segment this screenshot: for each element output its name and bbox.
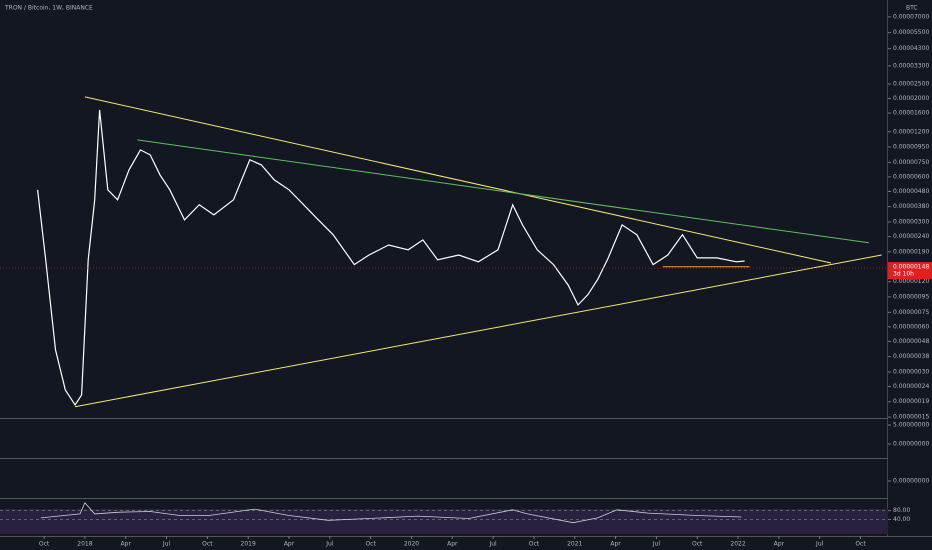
y-tick-label: 0.00000000 bbox=[893, 441, 929, 448]
y-tick-label: 0.00002000 bbox=[893, 95, 929, 102]
price-line bbox=[37, 109, 745, 406]
x-tick-label: 2018 bbox=[77, 541, 92, 548]
x-tick-label: 2022 bbox=[730, 541, 745, 548]
x-tick-label: Apr bbox=[121, 541, 132, 548]
trendline bbox=[137, 139, 869, 244]
y-tick-label: 0.00001200 bbox=[893, 128, 929, 135]
x-tick-label: Apr bbox=[447, 541, 458, 548]
rsi-line bbox=[40, 502, 742, 524]
x-tick-label: Oct bbox=[855, 541, 866, 548]
x-tick-label: Jul bbox=[815, 541, 824, 548]
x-tick-label: Jul bbox=[488, 541, 497, 548]
x-tick-label: Oct bbox=[39, 541, 50, 548]
price-badge bbox=[888, 262, 932, 280]
y-tick-label: 0.00000019 bbox=[893, 398, 929, 405]
x-tick-label: Jul bbox=[162, 541, 171, 548]
y-tick-label: 0.00000380 bbox=[893, 203, 929, 210]
x-tick-label: Oct bbox=[529, 541, 540, 548]
y-tick-label: 0.00007000 bbox=[893, 13, 929, 20]
y-tick-label: 0.00000048 bbox=[893, 338, 929, 345]
countdown-label: 3d 10h bbox=[893, 271, 914, 278]
y-tick-label: 0.00005500 bbox=[893, 29, 929, 36]
y-tick-label: 0.00000190 bbox=[893, 248, 929, 255]
y-tick-label: 0.00000060 bbox=[893, 323, 929, 330]
y-tick-label: 0.00000024 bbox=[893, 383, 929, 390]
y-tick-label: 0.00000095 bbox=[893, 293, 929, 300]
x-tick-label: Apr bbox=[284, 541, 295, 548]
y-tick-label: 0.00000300 bbox=[893, 219, 929, 226]
x-tick-label: Oct bbox=[692, 541, 703, 548]
y-tick-label: 0.00000015 bbox=[893, 414, 929, 421]
y-tick-label: 0.00000000 bbox=[893, 478, 929, 485]
y-tick-label: 5.00000000 bbox=[893, 421, 929, 428]
x-tick-label: Apr bbox=[774, 541, 785, 548]
y-tick-label: 40.00 bbox=[893, 516, 910, 523]
y-tick-label: 0.00000075 bbox=[893, 309, 929, 316]
x-tick-label: 2020 bbox=[404, 541, 419, 548]
y-tick-label: 0.00004300 bbox=[893, 45, 929, 52]
y-tick-label: 0.00000480 bbox=[893, 188, 929, 195]
y-tick-label: 0.00000950 bbox=[893, 143, 929, 150]
x-tick-label: Apr bbox=[610, 541, 621, 548]
x-tick-label: Oct bbox=[202, 541, 213, 548]
y-tick-label: 0.00000030 bbox=[893, 368, 929, 375]
y-tick-label: 0.00000120 bbox=[893, 278, 929, 285]
x-tick-label: Jul bbox=[652, 541, 661, 548]
y-tick-label: 0.00002500 bbox=[893, 80, 929, 87]
trendline bbox=[75, 254, 882, 408]
y-tick-label: 0.00000038 bbox=[893, 353, 929, 360]
y-tick-label: 0.00000750 bbox=[893, 159, 929, 166]
rsi-band bbox=[0, 509, 888, 534]
price-label: 0.00000148 bbox=[893, 264, 929, 271]
y-tick-label: 80.00 bbox=[893, 507, 910, 514]
trendline bbox=[84, 96, 832, 264]
y-tick-label: 0.00000600 bbox=[893, 173, 929, 180]
unit-label: BTC bbox=[906, 5, 918, 12]
y-tick-label: 0.00000240 bbox=[893, 233, 929, 240]
y-tick-label: 0.00001600 bbox=[893, 110, 929, 117]
symbol-title: TRON / Bitcoin, 1W, BINANCE bbox=[4, 5, 93, 12]
x-tick-label: Oct bbox=[365, 541, 376, 548]
y-tick-label: 0.00003300 bbox=[893, 62, 929, 69]
x-tick-label: Jul bbox=[325, 541, 334, 548]
x-tick-label: 2021 bbox=[567, 541, 582, 548]
x-tick-label: 2019 bbox=[241, 541, 256, 548]
